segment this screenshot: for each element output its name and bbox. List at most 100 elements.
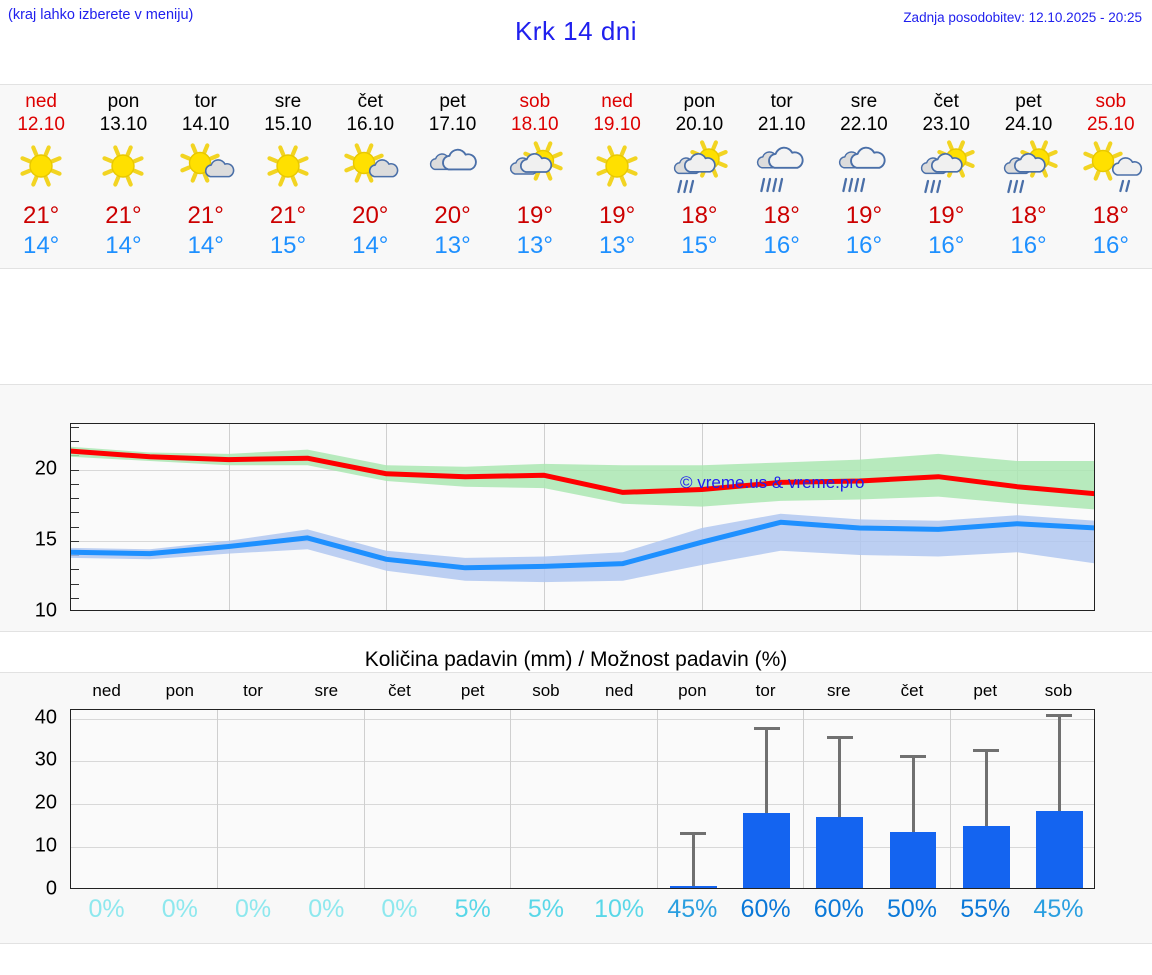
temperature-min: 16° [928,232,965,259]
precipitation-day-label: pon [678,681,707,700]
day-of-week: ned [601,91,633,112]
precipitation-day-label: tor [755,681,776,700]
forecast-day-column: pon 13.10 21° 14° [82,85,164,268]
temperature-min: 16° [1092,232,1129,259]
forecast-day-column: tor 14.10 21° 14° [165,85,247,268]
day-of-week: tor [770,91,793,112]
forecast-day-column: sob 25.10 18° 16° [1070,85,1152,268]
day-date: 21.10 [757,114,806,135]
forecast-day-column: ned 19.10 19° 13° [576,85,658,268]
precipitation-bar [743,812,790,888]
day-of-week: čet [933,91,959,112]
day-of-week: sre [274,91,302,112]
temperature-min: 13° [434,232,471,259]
gridline-vertical [701,424,703,610]
temperature-min: 16° [1010,232,1047,259]
sun-small-cloud-icon [166,139,246,195]
temperature-min: 15° [269,232,307,259]
precipitation-probability-label: 50% [886,895,938,923]
y-axis-tick-label: 20 [34,457,57,480]
forecast-day-column: tor 21.10 18° 16° [741,85,823,268]
y-axis-tick-label: 40 [34,706,57,729]
last-updated: Zadnja posodobitev: 12.10.2025 - 20:25 [903,10,1142,25]
precipitation-day-label: čet [388,681,411,700]
temperature-max: 18° [763,202,800,229]
y-axis-minor-tick [71,441,79,443]
temperature-max: 18° [681,202,718,229]
temperature-min: 14° [22,232,60,259]
forecast-day-column: ned 12.10 21° 14° [0,85,82,268]
day-of-week: ned [25,91,57,112]
temperature-min: 16° [845,232,883,259]
gridline-horizontal [71,847,1094,849]
day-of-week: pet [1015,91,1042,112]
precipitation-whisker [691,832,695,888]
day-date: 13.10 [99,114,148,135]
temperature-min: 14° [187,232,224,259]
precipitation-bar [962,825,1010,888]
day-date: 24.10 [1004,114,1053,135]
sunny-icon [83,139,163,195]
y-axis-minor-tick [71,540,79,542]
y-axis-minor-tick [71,583,79,585]
precipitation-day-label: čet [900,681,924,700]
day-date: 25.10 [1087,114,1135,135]
precipitation-whisker-cap [753,727,780,731]
forecast-day-column: pet 17.10 20° 13° [411,85,493,268]
temperature-max: 20° [434,202,471,229]
precipitation-probability-label: 5% [527,895,564,923]
day-date: 17.10 [428,114,477,135]
day-date: 23.10 [922,114,970,135]
temperature-plot-area [70,423,1095,611]
gridline-vertical [363,710,365,888]
y-axis-tick-label: 10 [34,599,57,622]
temperature-max: 19° [928,202,965,229]
precipitation-day-label: ned [604,681,634,700]
day-of-week: pon [107,91,140,112]
cloud-sun-rain-icon [989,139,1069,195]
sunny-icon [577,139,657,195]
gridline-vertical [949,710,951,888]
gridline-vertical [217,710,219,888]
cloud-sun-rain-icon [659,139,739,195]
precipitation-day-label: sob [1044,681,1073,700]
precipitation-probability-label: 0% [308,895,345,923]
precipitation-chart-panel: ned pon tor sre čet pet sob ned pon tor sre čet pet s… [0,672,1152,944]
precipitation-bar [1036,810,1083,888]
forecast-day-column: sre 15.10 21° 15° [247,85,329,268]
precipitation-probability-label: 0% [161,895,198,923]
temperature-range-band [71,513,1094,583]
day-of-week: čet [357,91,383,112]
temperature-max: 18° [1092,202,1129,229]
temperature-min: 13° [516,232,553,259]
gridline-horizontal [71,718,1094,720]
temperature-max: 19° [516,202,553,229]
precipitation-bar [597,888,644,889]
gridline-horizontal [71,540,1094,542]
precipitation-probability-label: 60% [740,895,791,923]
precipitation-day-labels: ned pon tor sre čet pet sob ned pon tor sre čet pet s… [70,681,1095,705]
precipitation-probability-label: 0% [234,895,272,923]
day-date: 14.10 [181,114,230,135]
precipitation-day-label: sre [314,681,339,700]
precipitation-plot-area [70,709,1095,889]
y-axis-tick-label: 20 [34,791,57,814]
temperature-series-svg [71,446,1094,583]
y-axis-minor-tick [71,498,79,500]
temperature-line [71,448,1094,497]
day-of-week: pon [683,91,716,112]
day-date: 16.10 [346,114,395,135]
temperature-min: 14° [352,232,389,259]
forecast-day-column: čet 16.10 20° 14° [329,85,411,268]
precipitation-probability-label: 60% [813,895,864,923]
temperature-min: 13° [598,232,636,259]
sunny-icon [248,139,328,195]
temperature-min: 15° [681,232,718,259]
gridline-vertical [228,424,230,610]
precipitation-day-label: sob [532,681,560,700]
precipitation-whisker [765,727,768,888]
precipitation-probability-row: 0% 0% 0% 0% 0% 5% 5% 10% 45% 60% 60% 50% 55% 45% [70,895,1095,929]
y-axis-tick-label: 0 [45,877,57,900]
precipitation-probability-label: 10% [594,895,645,923]
forecast-day-column: sre 22.10 19° 16° [823,85,905,268]
